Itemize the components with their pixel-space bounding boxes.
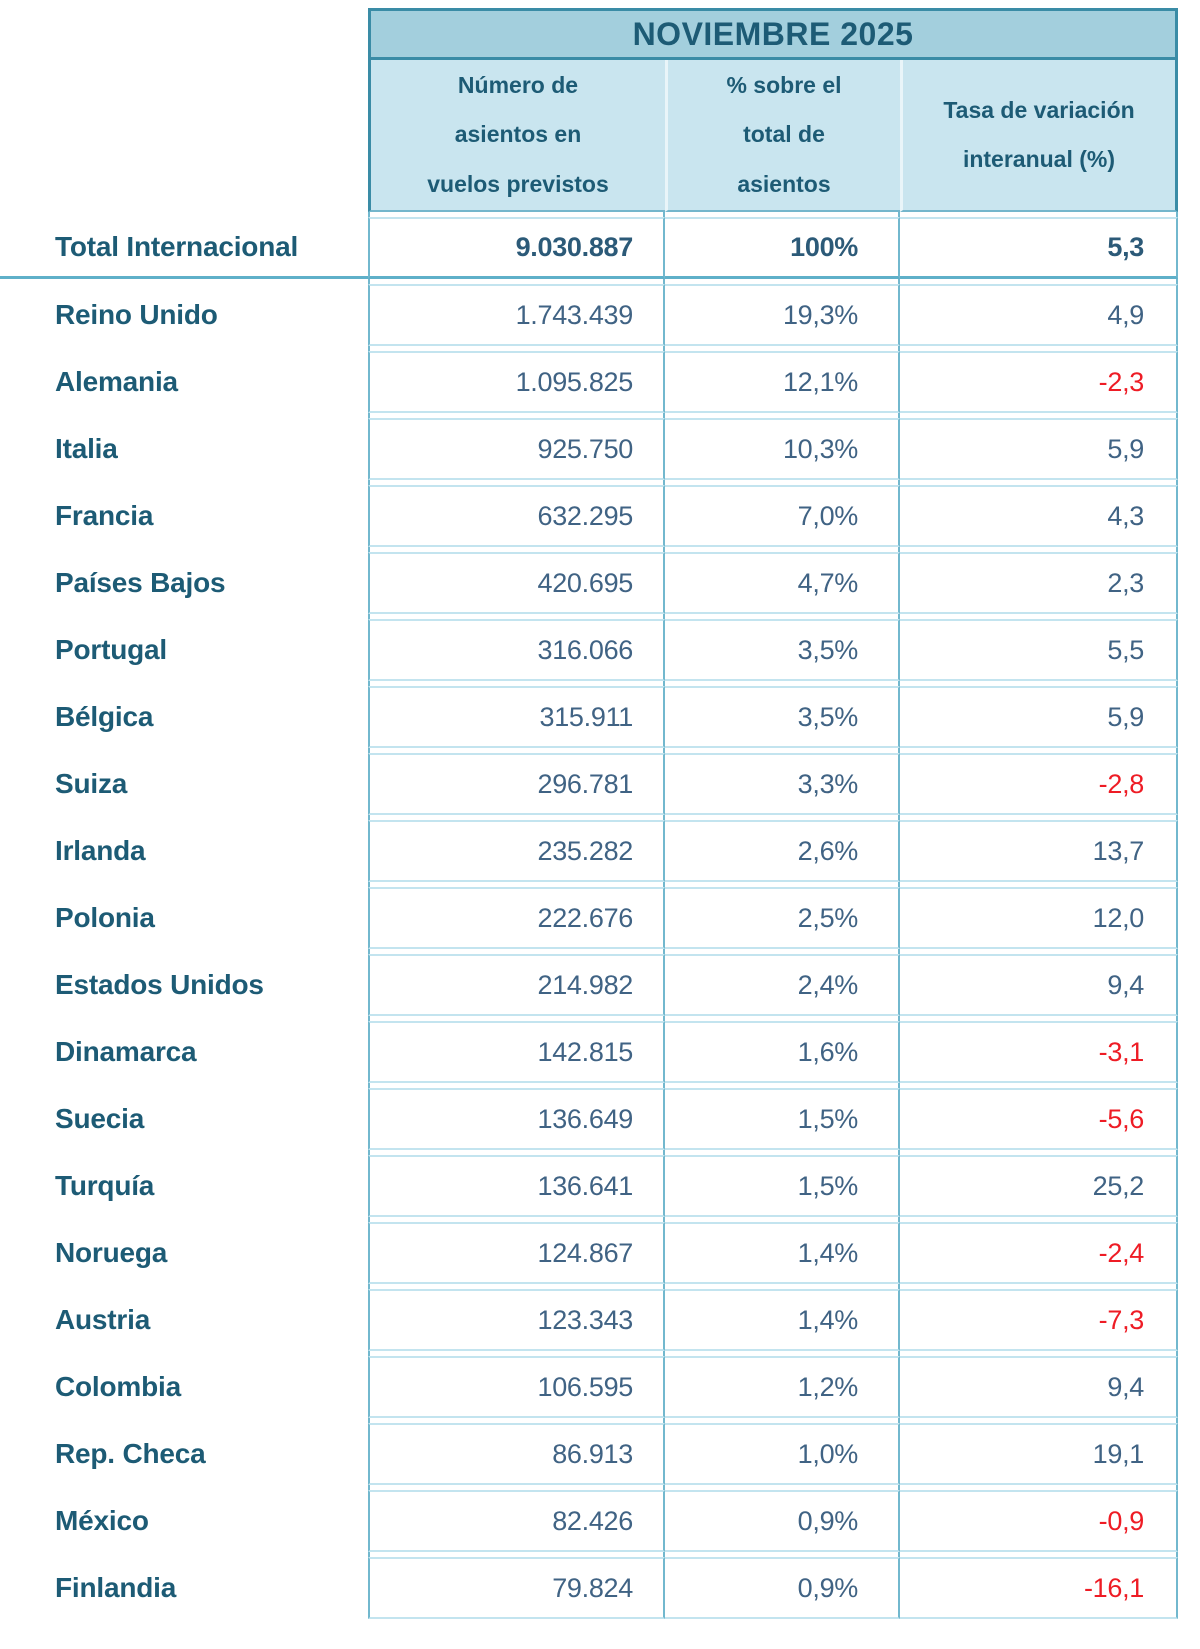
seats-value: 82.426 bbox=[368, 1490, 665, 1552]
seats-value: 136.649 bbox=[368, 1088, 665, 1150]
country-label: Noruega bbox=[55, 1237, 168, 1268]
variation-value: 4,3 bbox=[900, 485, 1178, 547]
seats-value: 86.913 bbox=[368, 1423, 665, 1485]
variation-value: -0,9 bbox=[900, 1490, 1178, 1552]
variation-value: 5,5 bbox=[900, 619, 1178, 681]
share-value: 3,3% bbox=[665, 753, 900, 815]
column-header-share: % sobre el total de asientos bbox=[665, 60, 900, 212]
share-value: 7,0% bbox=[665, 485, 900, 547]
variation-value: -16,1 bbox=[900, 1557, 1178, 1619]
variation-value: -5,6 bbox=[900, 1088, 1178, 1150]
share-value: 0,9% bbox=[665, 1557, 900, 1619]
country-label: Dinamarca bbox=[55, 1036, 197, 1067]
seats-value: 316.066 bbox=[368, 619, 665, 681]
share-value: 19,3% bbox=[665, 284, 900, 346]
share-value: 100% bbox=[665, 217, 900, 279]
country-label: Italia bbox=[55, 433, 118, 464]
seats-value: 214.982 bbox=[368, 954, 665, 1016]
share-value: 3,5% bbox=[665, 619, 900, 681]
seats-value: 123.343 bbox=[368, 1289, 665, 1351]
share-value: 3,5% bbox=[665, 686, 900, 748]
share-value: 1,5% bbox=[665, 1155, 900, 1217]
country-label: Francia bbox=[55, 500, 154, 531]
share-value: 12,1% bbox=[665, 351, 900, 413]
variation-value: 5,3 bbox=[900, 217, 1178, 279]
seats-value: 136.641 bbox=[368, 1155, 665, 1217]
country-label: Países Bajos bbox=[55, 567, 226, 598]
seats-value: 925.750 bbox=[368, 418, 665, 480]
country-label: Finlandia bbox=[55, 1572, 177, 1603]
variation-value: 4,9 bbox=[900, 284, 1178, 346]
seats-value: 1.095.825 bbox=[368, 351, 665, 413]
seats-value: 235.282 bbox=[368, 820, 665, 882]
variation-value: -7,3 bbox=[900, 1289, 1178, 1351]
country-label: Turquía bbox=[55, 1170, 155, 1201]
share-value: 2,6% bbox=[665, 820, 900, 882]
month-table: NOVIEMBRE 2025 Número de asientos en vue… bbox=[0, 8, 1178, 1619]
share-value: 4,7% bbox=[665, 552, 900, 614]
share-value: 0,9% bbox=[665, 1490, 900, 1552]
country-label: Reino Unido bbox=[55, 299, 218, 330]
table-rows: Total Internacional 9.030.887 100% 5,3 R… bbox=[0, 212, 1178, 1619]
share-value: 1,6% bbox=[665, 1021, 900, 1083]
country-label: México bbox=[55, 1505, 149, 1536]
table-title-row: NOVIEMBRE 2025 bbox=[0, 8, 1178, 60]
variation-value: 9,4 bbox=[900, 954, 1178, 1016]
variation-value: 5,9 bbox=[900, 686, 1178, 748]
seats-value: 420.695 bbox=[368, 552, 665, 614]
column-header-variation: Tasa de variación interanual (%) bbox=[900, 60, 1178, 212]
seats-value: 79.824 bbox=[368, 1557, 665, 1619]
seats-value: 1.743.439 bbox=[368, 284, 665, 346]
seats-value: 124.867 bbox=[368, 1222, 665, 1284]
title-spacer bbox=[0, 8, 368, 60]
country-label: Rep. Checa bbox=[55, 1438, 206, 1469]
seats-value: 296.781 bbox=[368, 753, 665, 815]
country-label: Total Internacional bbox=[0, 217, 368, 279]
share-value: 10,3% bbox=[665, 418, 900, 480]
header-spacer bbox=[0, 60, 368, 212]
seats-value: 9.030.887 bbox=[368, 217, 665, 279]
share-value: 1,4% bbox=[665, 1289, 900, 1351]
variation-value: -2,8 bbox=[900, 753, 1178, 815]
country-label: Suecia bbox=[55, 1103, 145, 1134]
country-label: Irlanda bbox=[55, 835, 146, 866]
share-value: 1,0% bbox=[665, 1423, 900, 1485]
variation-value: 25,2 bbox=[900, 1155, 1178, 1217]
country-label: Estados Unidos bbox=[55, 969, 264, 1000]
variation-value: 13,7 bbox=[900, 820, 1178, 882]
table-title: NOVIEMBRE 2025 bbox=[368, 8, 1178, 60]
country-label: Colombia bbox=[55, 1371, 181, 1402]
share-value: 1,5% bbox=[665, 1088, 900, 1150]
seats-value: 632.295 bbox=[368, 485, 665, 547]
variation-value: -2,4 bbox=[900, 1222, 1178, 1284]
share-value: 2,4% bbox=[665, 954, 900, 1016]
variation-value: -2,3 bbox=[900, 351, 1178, 413]
column-header-seats: Número de asientos en vuelos previstos bbox=[368, 60, 665, 212]
share-value: 1,4% bbox=[665, 1222, 900, 1284]
country-label: Portugal bbox=[55, 634, 167, 665]
country-label: Suiza bbox=[55, 768, 128, 799]
variation-value: 19,1 bbox=[900, 1423, 1178, 1485]
variation-value: 9,4 bbox=[900, 1356, 1178, 1418]
country-label: Austria bbox=[55, 1304, 151, 1335]
variation-value: 5,9 bbox=[900, 418, 1178, 480]
variation-value: 12,0 bbox=[900, 887, 1178, 949]
country-label: Bélgica bbox=[55, 701, 154, 732]
variation-value: -3,1 bbox=[900, 1021, 1178, 1083]
variation-value: 2,3 bbox=[900, 552, 1178, 614]
country-label: Alemania bbox=[55, 366, 178, 397]
country-label: Polonia bbox=[55, 902, 155, 933]
seats-value: 142.815 bbox=[368, 1021, 665, 1083]
seats-value: 222.676 bbox=[368, 887, 665, 949]
seats-value: 106.595 bbox=[368, 1356, 665, 1418]
share-value: 2,5% bbox=[665, 887, 900, 949]
seats-value: 315.911 bbox=[368, 686, 665, 748]
table-header-row: Número de asientos en vuelos previstos %… bbox=[0, 60, 1178, 212]
share-value: 1,2% bbox=[665, 1356, 900, 1418]
